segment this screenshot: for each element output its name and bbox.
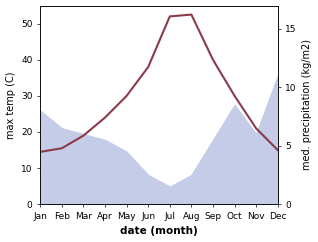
Y-axis label: med. precipitation (kg/m2): med. precipitation (kg/m2): [302, 39, 313, 170]
Y-axis label: max temp (C): max temp (C): [5, 71, 16, 139]
X-axis label: date (month): date (month): [120, 227, 198, 236]
